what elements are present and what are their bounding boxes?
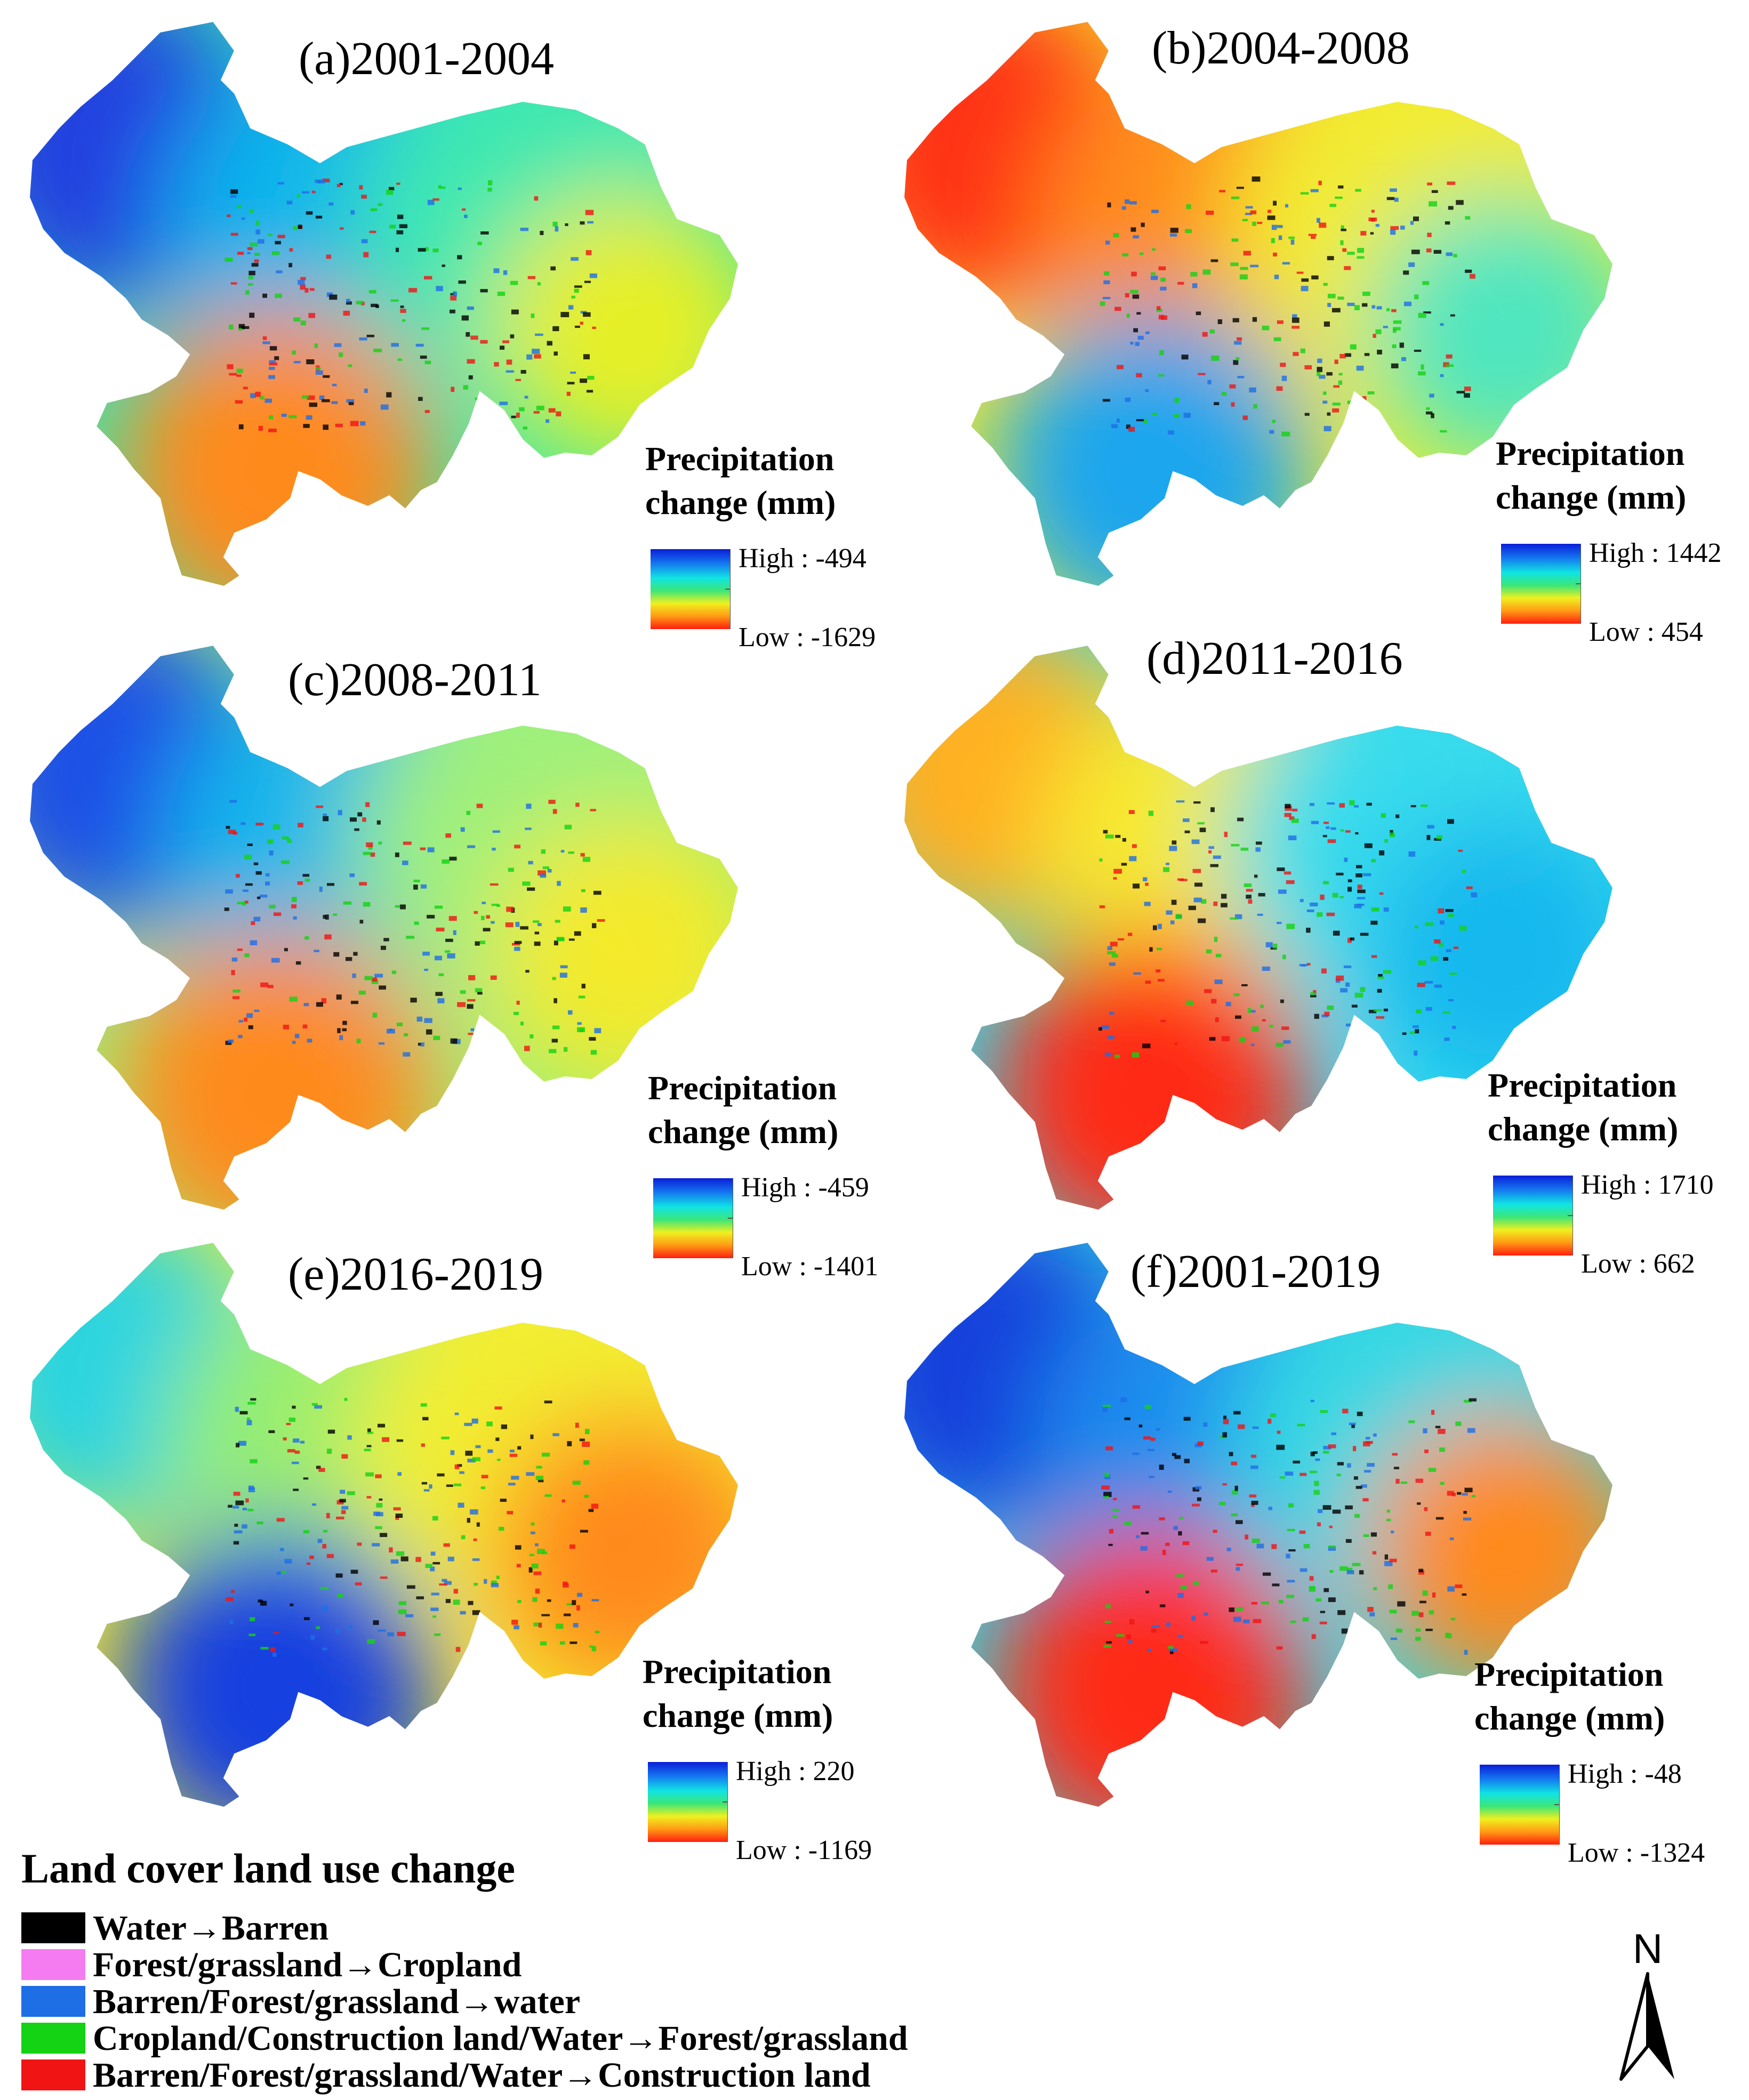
land-cover-label: Forest/grassland→Cropland xyxy=(93,1945,522,1984)
panel-e: (e)2016-2019 Precipitation change (mm) High… xyxy=(0,1221,874,1865)
legend-high-label: High : -459 xyxy=(741,1172,869,1203)
legend-high-label: High : 220 xyxy=(736,1756,855,1787)
land-cover-swatch xyxy=(21,2059,85,2090)
land-cover-swatch xyxy=(21,1912,85,1943)
panel-title: (f)2001-2019 xyxy=(1130,1246,1381,1298)
legend-title: Precipitation change (mm) xyxy=(1496,435,1687,516)
legend-low-label: Low : -1324 xyxy=(1568,1838,1705,1868)
legend-title: Precipitation change (mm) xyxy=(1474,1655,1665,1737)
legend-high-label: High : -494 xyxy=(739,543,867,574)
legend-title: Precipitation change (mm) xyxy=(1488,1066,1679,1148)
color-ramp xyxy=(1501,544,1581,624)
color-ramp xyxy=(1480,1765,1560,1845)
legend-low-label: Low : 454 xyxy=(1589,617,1703,647)
land-cover-label: Barren/Forest/grassland→water xyxy=(93,1982,581,2021)
color-ramp xyxy=(651,549,731,629)
precipitation-map xyxy=(903,20,1614,588)
panel-title: (e)2016-2019 xyxy=(288,1249,543,1300)
land-cover-legend-title: Land cover land use change xyxy=(21,1845,516,1892)
color-ramp xyxy=(653,1178,733,1258)
panel-f: (f)2001-2019 Precipitation change (mm) High… xyxy=(874,1221,1749,1868)
legend-low-label: Low : 662 xyxy=(1581,1249,1695,1279)
legend-high-label: High : -48 xyxy=(1568,1759,1682,1789)
legend-title: Precipitation change (mm) xyxy=(648,1069,839,1150)
panel-title: (a)2001-2004 xyxy=(299,33,554,85)
legend-high-label: High : 1442 xyxy=(1589,538,1722,568)
land-cover-swatch xyxy=(21,1986,85,2017)
precipitation-map xyxy=(28,1241,740,1808)
color-ramp xyxy=(648,1762,728,1842)
panel-b: (b)2004-2008 Precipitation change (mm) High… xyxy=(874,0,1749,647)
land-cover-swatch xyxy=(21,2023,85,2054)
legend-title: Precipitation change (mm) xyxy=(643,1653,833,1734)
legend-title: Precipitation change (mm) xyxy=(645,440,836,521)
legend-low-label: Low : -1401 xyxy=(741,1251,879,1282)
precipitation-map xyxy=(903,1241,1614,1808)
panel-d: (d)2011-2016 Precipitation change (mm) High… xyxy=(874,624,1749,1279)
legend-low-label: Low : -1629 xyxy=(739,622,876,653)
precipitation-map xyxy=(28,20,740,588)
panel-a: (a)2001-2004 Precipitation change (mm) High… xyxy=(0,0,876,653)
panel-c: (c)2008-2011 Precipitation change (mm) High… xyxy=(0,624,878,1282)
precipitation-map xyxy=(28,644,740,1211)
land-cover-label: Water→Barren xyxy=(93,1909,329,1948)
land-cover-label: Barren/Forest/grassland/Water→Constructi… xyxy=(93,2056,871,2095)
north-arrow-label: N xyxy=(1633,1925,1663,1972)
legend-high-label: High : 1710 xyxy=(1581,1170,1714,1200)
legend-low-label: Low : -1169 xyxy=(736,1835,872,1865)
panel-title: (c)2008-2011 xyxy=(288,654,542,706)
land-cover-swatch xyxy=(21,1949,85,1980)
precipitation-map xyxy=(903,644,1614,1211)
panel-title: (d)2011-2016 xyxy=(1146,633,1403,685)
land-cover-label: Cropland/Construction land/Water→Forest/… xyxy=(93,2019,908,2058)
panel-title: (b)2004-2008 xyxy=(1152,22,1410,74)
color-ramp xyxy=(1493,1176,1573,1256)
north-arrow-icon: N xyxy=(1619,1925,1674,2081)
